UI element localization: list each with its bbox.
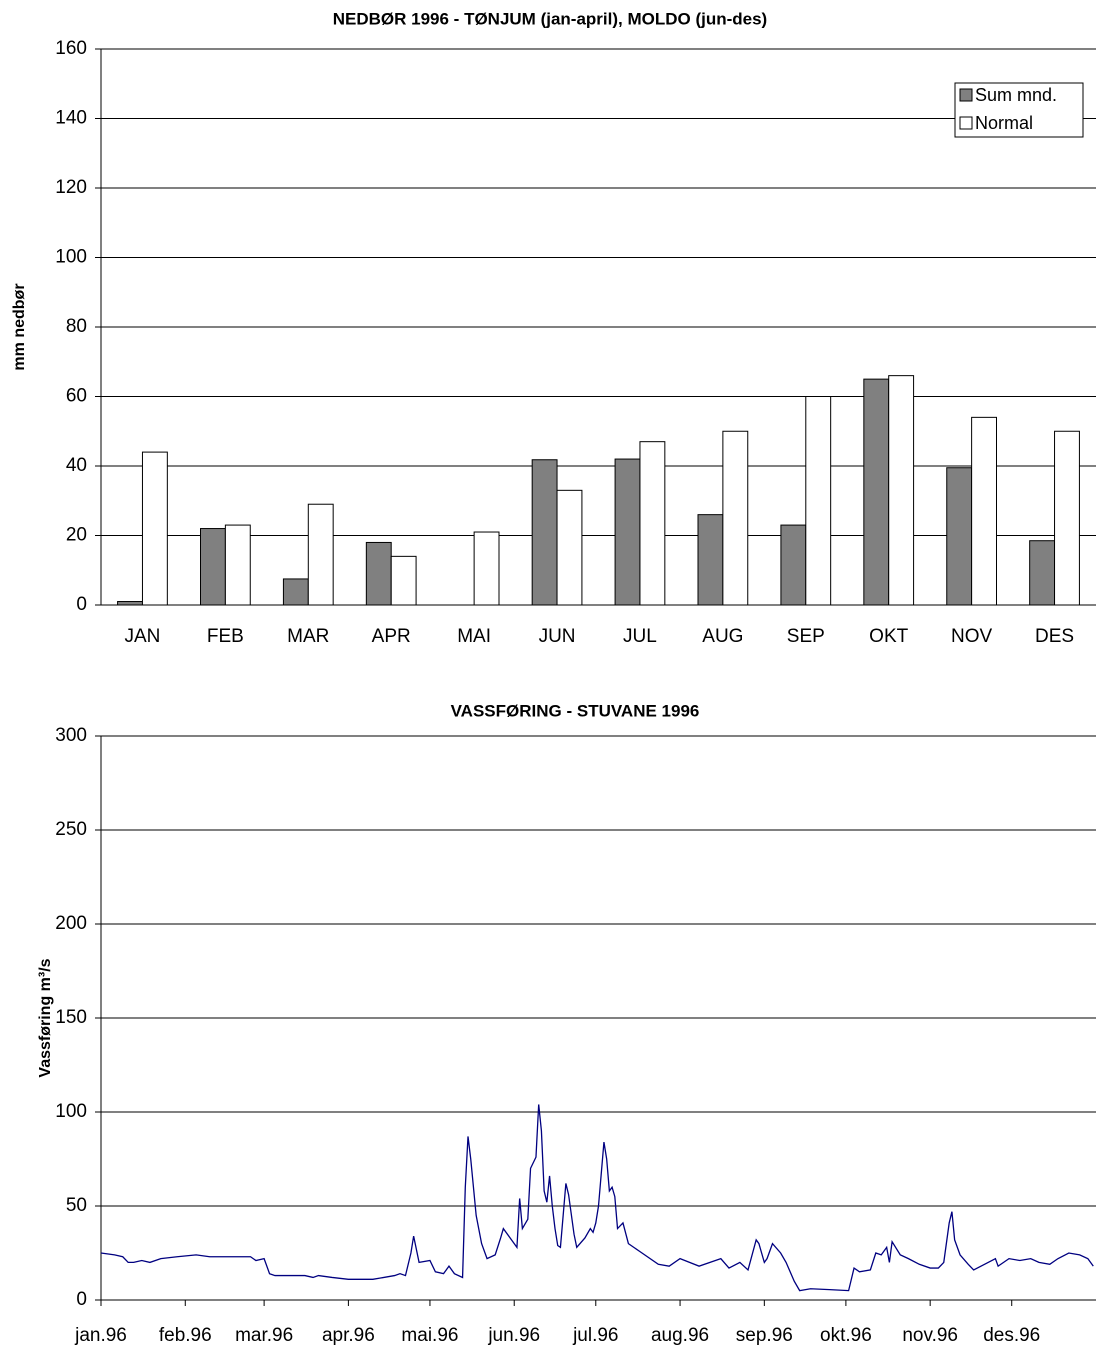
y-tick-label: 140 bbox=[55, 108, 87, 129]
x-tick-label: mar.96 bbox=[235, 1325, 293, 1346]
bar bbox=[531, 459, 558, 606]
bar bbox=[365, 541, 392, 606]
legend-label: Sum mnd. bbox=[975, 85, 1057, 105]
x-tick-label: mai.96 bbox=[401, 1325, 458, 1346]
y-tick-label: 40 bbox=[66, 455, 87, 476]
x-tick-label: NOV bbox=[951, 626, 993, 647]
x-tick-label: APR bbox=[372, 626, 411, 647]
y-tick-label: 200 bbox=[55, 913, 87, 934]
x-tick-label: OKT bbox=[869, 626, 908, 647]
legend-label: Normal bbox=[975, 113, 1033, 133]
y-tick-label: 300 bbox=[55, 725, 87, 746]
x-tick-label: JAN bbox=[125, 626, 161, 647]
bar bbox=[1029, 540, 1056, 606]
y-tick-label: 100 bbox=[55, 247, 87, 268]
bar bbox=[780, 524, 807, 606]
legend-swatch bbox=[959, 116, 973, 130]
x-tick-label: nov.96 bbox=[902, 1325, 958, 1346]
bar bbox=[141, 451, 168, 606]
legend-swatch bbox=[959, 88, 973, 102]
x-tick-label: jun.96 bbox=[487, 1325, 540, 1346]
legend-box bbox=[954, 82, 1084, 138]
bar bbox=[307, 503, 334, 606]
y-tick-label: 0 bbox=[76, 1289, 87, 1310]
y-axis-label: mm nedbør bbox=[11, 283, 28, 370]
y-tick-label: 0 bbox=[76, 594, 87, 615]
x-tick-label: jan.96 bbox=[74, 1325, 127, 1346]
y-tick-label: 250 bbox=[55, 819, 87, 840]
y-tick-label: 60 bbox=[66, 386, 87, 407]
x-tick-label: des.96 bbox=[983, 1325, 1040, 1346]
bar bbox=[971, 416, 997, 606]
bar bbox=[1054, 430, 1080, 606]
x-tick-label: MAI bbox=[457, 626, 491, 647]
y-tick-label: 150 bbox=[55, 1007, 87, 1028]
x-tick-label: SEP bbox=[787, 626, 825, 647]
x-tick-label: okt.96 bbox=[820, 1325, 872, 1346]
y-tick-label: 20 bbox=[66, 525, 87, 546]
bar bbox=[282, 578, 309, 606]
y-tick-label: 160 bbox=[55, 38, 87, 59]
bar bbox=[614, 458, 641, 606]
bar bbox=[722, 430, 749, 606]
bar bbox=[946, 467, 973, 606]
bar bbox=[556, 489, 583, 606]
bar bbox=[117, 601, 143, 606]
y-tick-label: 100 bbox=[55, 1101, 87, 1122]
y-tick-label: 80 bbox=[66, 316, 87, 337]
x-tick-label: MAR bbox=[287, 626, 329, 647]
bar bbox=[863, 378, 890, 606]
bar bbox=[200, 528, 226, 606]
bar bbox=[473, 531, 500, 606]
y-tick-label: 50 bbox=[66, 1195, 87, 1216]
bar bbox=[697, 514, 724, 606]
x-tick-label: sep.96 bbox=[736, 1325, 793, 1346]
x-tick-label: AUG bbox=[702, 626, 743, 647]
chart-title: NEDBØR 1996 - TØNJUM (jan-april), MOLDO … bbox=[333, 9, 767, 28]
chart-title: VASSFØRING - STUVANE 1996 bbox=[451, 701, 700, 720]
x-tick-label: aug.96 bbox=[651, 1325, 709, 1346]
y-tick-label: 120 bbox=[55, 177, 87, 198]
bar bbox=[639, 441, 666, 606]
y-axis-label: Vassføring m³/s bbox=[37, 958, 54, 1077]
x-tick-label: JUL bbox=[623, 626, 657, 647]
x-tick-label: FEB bbox=[207, 626, 244, 647]
x-tick-label: feb.96 bbox=[159, 1325, 212, 1346]
data-line bbox=[100, 1104, 1094, 1292]
x-tick-label: apr.96 bbox=[322, 1325, 375, 1346]
x-tick-label: jul.96 bbox=[572, 1325, 618, 1346]
x-tick-label: JUN bbox=[539, 626, 576, 647]
bar bbox=[805, 396, 832, 606]
bar bbox=[390, 555, 417, 606]
x-tick-label: DES bbox=[1035, 626, 1074, 647]
bar bbox=[888, 375, 915, 606]
bar bbox=[224, 524, 251, 606]
